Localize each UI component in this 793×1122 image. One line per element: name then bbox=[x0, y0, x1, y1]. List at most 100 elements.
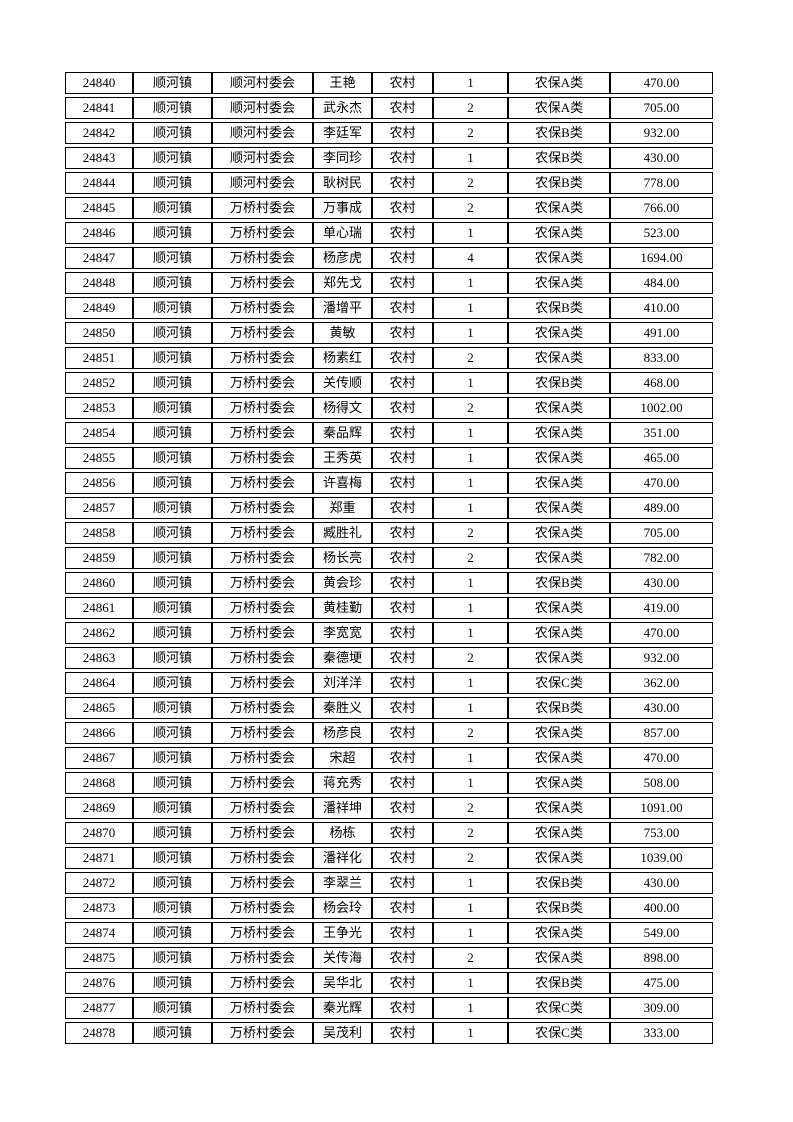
cell-record-id: 24852 bbox=[65, 372, 133, 394]
cell-amount: 362.00 bbox=[610, 672, 713, 694]
cell-amount: 470.00 bbox=[610, 622, 713, 644]
table-row: 24865 顺河镇 万桥村委会 秦胜义 农村 1 农保B类 430.00 bbox=[65, 697, 713, 719]
cell-town: 顺河镇 bbox=[133, 722, 212, 744]
table-row: 24854 顺河镇 万桥村委会 秦品辉 农村 1 农保A类 351.00 bbox=[65, 422, 713, 444]
cell-town: 顺河镇 bbox=[133, 122, 212, 144]
cell-village-committee: 万桥村委会 bbox=[212, 972, 313, 994]
cell-area-type: 农村 bbox=[372, 822, 433, 844]
cell-town: 顺河镇 bbox=[133, 297, 212, 319]
cell-village-committee: 万桥村委会 bbox=[212, 522, 313, 544]
cell-person-name: 杨会玲 bbox=[313, 897, 372, 919]
cell-person-name: 李翠兰 bbox=[313, 872, 372, 894]
cell-person-count: 1 bbox=[433, 497, 508, 519]
table-row: 24858 顺河镇 万桥村委会 臧胜礼 农村 2 农保A类 705.00 bbox=[65, 522, 713, 544]
cell-village-committee: 万桥村委会 bbox=[212, 822, 313, 844]
cell-village-committee: 万桥村委会 bbox=[212, 997, 313, 1019]
cell-person-count: 2 bbox=[433, 647, 508, 669]
cell-person-count: 1 bbox=[433, 747, 508, 769]
cell-area-type: 农村 bbox=[372, 772, 433, 794]
cell-person-count: 1 bbox=[433, 147, 508, 169]
cell-insurance-type: 农保B类 bbox=[508, 572, 610, 594]
cell-person-count: 2 bbox=[433, 797, 508, 819]
table-row: 24869 顺河镇 万桥村委会 潘祥坤 农村 2 农保A类 1091.00 bbox=[65, 797, 713, 819]
cell-person-count: 1 bbox=[433, 297, 508, 319]
cell-person-count: 1 bbox=[433, 897, 508, 919]
cell-person-count: 1 bbox=[433, 872, 508, 894]
cell-area-type: 农村 bbox=[372, 647, 433, 669]
cell-village-committee: 万桥村委会 bbox=[212, 247, 313, 269]
cell-amount: 484.00 bbox=[610, 272, 713, 294]
cell-person-count: 1 bbox=[433, 372, 508, 394]
cell-person-name: 刘洋洋 bbox=[313, 672, 372, 694]
cell-insurance-type: 农保B类 bbox=[508, 147, 610, 169]
cell-amount: 470.00 bbox=[610, 72, 713, 94]
cell-person-count: 2 bbox=[433, 97, 508, 119]
cell-area-type: 农村 bbox=[372, 397, 433, 419]
cell-person-name: 杨得文 bbox=[313, 397, 372, 419]
table-row: 24846 顺河镇 万桥村委会 单心瑞 农村 1 农保A类 523.00 bbox=[65, 222, 713, 244]
cell-village-committee: 顺河村委会 bbox=[212, 172, 313, 194]
cell-amount: 475.00 bbox=[610, 972, 713, 994]
table-row: 24870 顺河镇 万桥村委会 杨栋 农村 2 农保A类 753.00 bbox=[65, 822, 713, 844]
cell-village-committee: 万桥村委会 bbox=[212, 897, 313, 919]
cell-town: 顺河镇 bbox=[133, 672, 212, 694]
cell-record-id: 24855 bbox=[65, 447, 133, 469]
table-row: 24864 顺河镇 万桥村委会 刘洋洋 农村 1 农保C类 362.00 bbox=[65, 672, 713, 694]
cell-area-type: 农村 bbox=[372, 947, 433, 969]
cell-area-type: 农村 bbox=[372, 247, 433, 269]
cell-amount: 549.00 bbox=[610, 922, 713, 944]
cell-area-type: 农村 bbox=[372, 597, 433, 619]
table-row: 24878 顺河镇 万桥村委会 吴茂利 农村 1 农保C类 333.00 bbox=[65, 1022, 713, 1044]
table-row: 24852 顺河镇 万桥村委会 关传顺 农村 1 农保B类 468.00 bbox=[65, 372, 713, 394]
table-body: 24840 顺河镇 顺河村委会 王艳 农村 1 农保A类 470.00 24841 顺河镇 顺河村委… bbox=[65, 72, 713, 1044]
cell-person-name: 耿树民 bbox=[313, 172, 372, 194]
cell-person-name: 黄桂勤 bbox=[313, 597, 372, 619]
cell-town: 顺河镇 bbox=[133, 747, 212, 769]
cell-town: 顺河镇 bbox=[133, 922, 212, 944]
cell-person-count: 1 bbox=[433, 422, 508, 444]
table-row: 24859 顺河镇 万桥村委会 杨长亮 农村 2 农保A类 782.00 bbox=[65, 547, 713, 569]
cell-person-name: 李宽宽 bbox=[313, 622, 372, 644]
cell-town: 顺河镇 bbox=[133, 897, 212, 919]
cell-town: 顺河镇 bbox=[133, 247, 212, 269]
table-row: 24872 顺河镇 万桥村委会 李翠兰 农村 1 农保B类 430.00 bbox=[65, 872, 713, 894]
cell-record-id: 24856 bbox=[65, 472, 133, 494]
cell-town: 顺河镇 bbox=[133, 1022, 212, 1044]
cell-record-id: 24847 bbox=[65, 247, 133, 269]
cell-area-type: 农村 bbox=[372, 222, 433, 244]
cell-person-name: 杨长亮 bbox=[313, 547, 372, 569]
cell-person-name: 关传顺 bbox=[313, 372, 372, 394]
cell-area-type: 农村 bbox=[372, 372, 433, 394]
cell-insurance-type: 农保A类 bbox=[508, 522, 610, 544]
cell-town: 顺河镇 bbox=[133, 622, 212, 644]
cell-village-committee: 万桥村委会 bbox=[212, 397, 313, 419]
table-row: 24847 顺河镇 万桥村委会 杨彦虎 农村 4 农保A类 1694.00 bbox=[65, 247, 713, 269]
cell-insurance-type: 农保A类 bbox=[508, 347, 610, 369]
cell-area-type: 农村 bbox=[372, 347, 433, 369]
cell-person-name: 秦品辉 bbox=[313, 422, 372, 444]
table-row: 24876 顺河镇 万桥村委会 吴华北 农村 1 农保B类 475.00 bbox=[65, 972, 713, 994]
cell-record-id: 24861 bbox=[65, 597, 133, 619]
cell-insurance-type: 农保A类 bbox=[508, 722, 610, 744]
cell-area-type: 农村 bbox=[372, 1022, 433, 1044]
cell-record-id: 24876 bbox=[65, 972, 133, 994]
cell-amount: 410.00 bbox=[610, 297, 713, 319]
cell-insurance-type: 农保C类 bbox=[508, 1022, 610, 1044]
cell-insurance-type: 农保A类 bbox=[508, 647, 610, 669]
cell-village-committee: 顺河村委会 bbox=[212, 97, 313, 119]
cell-insurance-type: 农保A类 bbox=[508, 497, 610, 519]
cell-insurance-type: 农保A类 bbox=[508, 247, 610, 269]
cell-person-count: 4 bbox=[433, 247, 508, 269]
cell-record-id: 24848 bbox=[65, 272, 133, 294]
table-row: 24856 顺河镇 万桥村委会 许喜梅 农村 1 农保A类 470.00 bbox=[65, 472, 713, 494]
cell-village-committee: 万桥村委会 bbox=[212, 322, 313, 344]
cell-village-committee: 万桥村委会 bbox=[212, 347, 313, 369]
cell-village-committee: 万桥村委会 bbox=[212, 447, 313, 469]
cell-insurance-type: 农保A类 bbox=[508, 472, 610, 494]
cell-person-count: 2 bbox=[433, 122, 508, 144]
cell-person-name: 吴华北 bbox=[313, 972, 372, 994]
cell-person-count: 2 bbox=[433, 172, 508, 194]
cell-person-name: 宋超 bbox=[313, 747, 372, 769]
cell-village-committee: 万桥村委会 bbox=[212, 847, 313, 869]
cell-person-name: 黄敏 bbox=[313, 322, 372, 344]
